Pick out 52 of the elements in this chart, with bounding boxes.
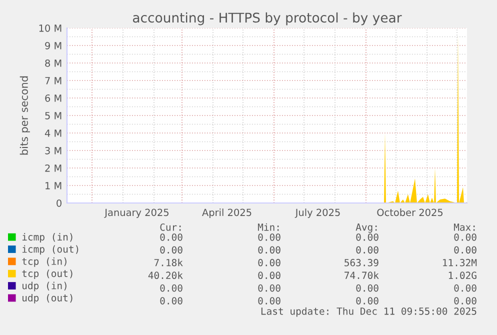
text: 0.00 [454, 233, 476, 241]
text: 40.20k [148, 271, 183, 280]
text: 0.00 [356, 297, 378, 304]
y-tick-label: 6 M [45, 94, 62, 102]
text: Cur: [160, 223, 181, 231]
text: 0.00 [258, 272, 280, 280]
text: 0.00 [160, 284, 182, 292]
legend-label: icmp (out) [22, 245, 78, 255]
y-tick-label: 10 M [39, 24, 62, 32]
legend-label: icmp (in) [22, 233, 72, 242]
text: 0.00 [454, 246, 476, 254]
text: 0.00 [160, 297, 182, 304]
y-tick-label: 5 M [45, 112, 62, 120]
chart-title: accounting - HTTPS by protocol - by year [132, 12, 402, 26]
legend-label: tcp (in) [22, 257, 66, 267]
y-tick-label: 3 M [45, 146, 62, 154]
text: 1.02G [448, 272, 476, 280]
x-tick-label: January 2025 [104, 208, 168, 218]
y-tick-label: 1 M [46, 182, 62, 190]
text: Min: [258, 223, 279, 231]
text: 7.18k [154, 258, 183, 266]
text: 0.00 [258, 297, 280, 304]
text: 0.00 [454, 284, 476, 292]
y-tick-label: 4 M [44, 130, 62, 137]
text: 563.39 [344, 258, 378, 266]
text: Avg: [356, 224, 377, 233]
text: Last update: Thu Dec 11 09:55:00 2025 [261, 307, 476, 317]
y-axis-title: bits per second [20, 76, 30, 155]
text: 0.00 [258, 258, 280, 266]
text: 0.00 [356, 233, 378, 241]
text: 0.00 [454, 297, 476, 304]
y-tick-label: 7 M [45, 77, 62, 84]
text: 0.00 [160, 246, 182, 254]
text: 0.00 [258, 246, 280, 254]
text: 0.00 [258, 284, 280, 292]
x-tick-label: July 2025 [294, 208, 340, 218]
x-tick-label: April 2025 [202, 208, 252, 218]
y-tick-label: 0 [56, 199, 62, 207]
y-tick-label: 8 M [45, 59, 62, 67]
text: 74.70k [344, 271, 379, 280]
text: 0.00 [356, 246, 378, 254]
legend-label: tcp (out) [22, 270, 72, 280]
legend-label: udp (out) [22, 294, 72, 304]
x-tick-label: October 2025 [377, 208, 443, 216]
text: Max: [454, 224, 475, 231]
legend-label: udp (in) [22, 282, 66, 292]
y-tick-label: 2 M [45, 164, 62, 172]
text: 11.32M [443, 258, 477, 266]
text: 0.00 [356, 284, 378, 292]
text: 0.00 [160, 233, 182, 241]
text: 0.00 [258, 233, 280, 241]
y-tick-label: 9 M [45, 42, 62, 50]
